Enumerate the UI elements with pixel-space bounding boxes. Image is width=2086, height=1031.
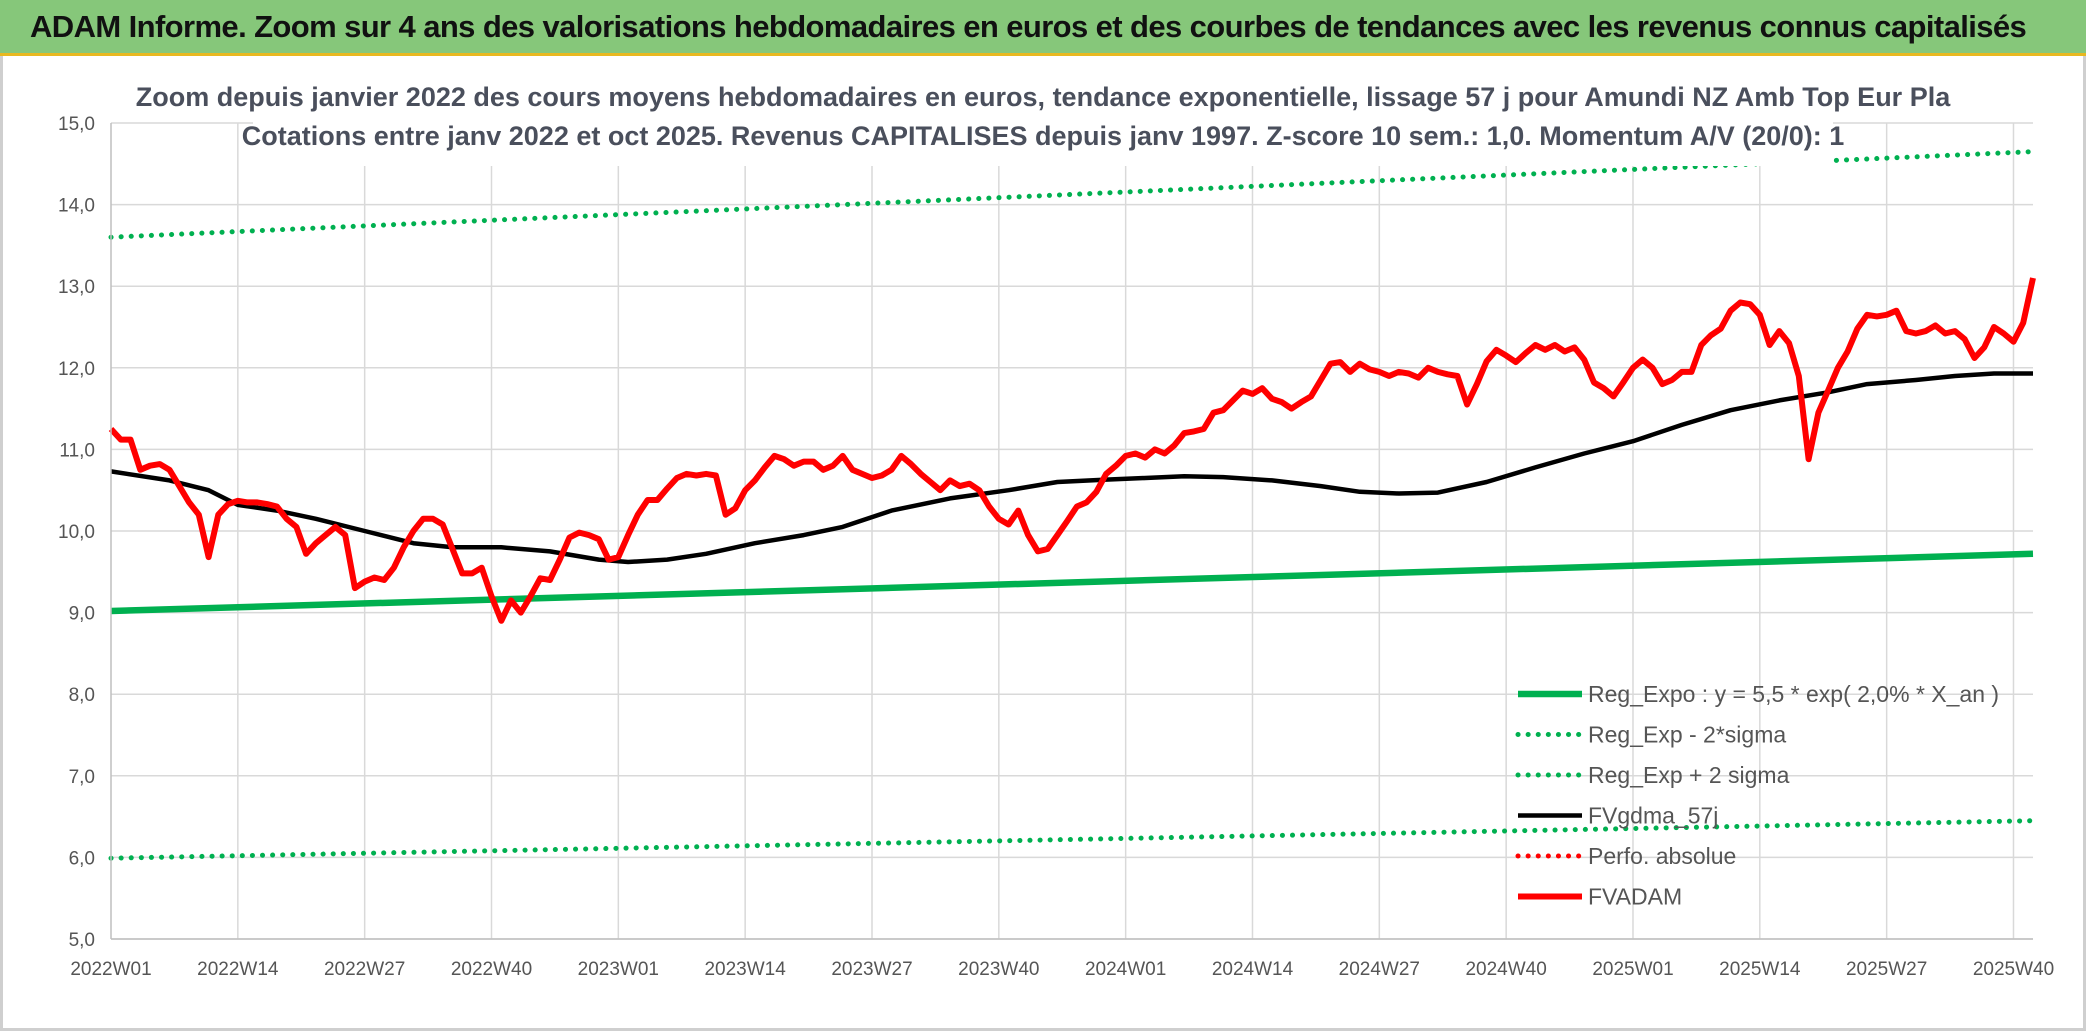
legend-label: FVADAM: [1588, 884, 1682, 910]
series-line-fvgdma-57j: [110, 371, 2033, 565]
y-tick-label: 9,0: [69, 604, 95, 625]
series-line-reg-exp-2-sigma: [108, 149, 2036, 240]
chart-title: Zoom depuis janvier 2022 des cours moyen…: [136, 82, 1951, 112]
x-tick-label: 2023W01: [578, 959, 659, 980]
series-line-reg-expo-y-5-5-exp-2-0-x-an: [110, 550, 2034, 615]
x-tick-label: 2024W14: [1212, 959, 1294, 980]
y-tick-label: 10,0: [58, 522, 95, 543]
x-tick-label: 2024W01: [1085, 959, 1166, 980]
chart-subtitle: Cotations entre janv 2022 et oct 2025. R…: [242, 121, 1845, 151]
x-tick-label: 2023W40: [958, 959, 1039, 980]
y-tick-label: 12,0: [58, 359, 95, 380]
x-tick-label: 2023W27: [831, 959, 912, 980]
legend-label: Reg_Exp - 2*sigma: [1588, 722, 1786, 748]
chart-frame: 5,0 6,0 7,0 8,0 9,0 10,0 11,0 12,0 13,0 14,0 15,0 2…: [0, 56, 2086, 1031]
axes: 5,0 6,0 7,0 8,0 9,0 10,0 11,0 12,0 13,0 14,0 15,0 2…: [58, 114, 2054, 980]
y-tick-label: 7,0: [69, 767, 95, 788]
x-tick-label: 2025W01: [1592, 959, 1673, 980]
series-line-fvadam: [108, 277, 2036, 624]
report-banner: ADAM Informe. Zoom sur 4 ans des valoris…: [0, 0, 2086, 56]
x-tick-label: 2025W40: [1973, 959, 2054, 980]
y-tick-label: 5,0: [69, 930, 95, 951]
y-tick-label: 8,0: [69, 685, 95, 706]
legend-label: Reg_Expo : y = 5,5 * exp( 2,0% * X_an ): [1588, 681, 1999, 707]
x-tick-label: 2024W27: [1339, 959, 1420, 980]
x-tick-label: 2023W14: [704, 959, 786, 980]
legend: Reg_Expo : y = 5,5 * exp( 2,0% * X_an ) R…: [1515, 681, 1999, 910]
x-tick-label: 2022W27: [324, 959, 405, 980]
line-chart: 5,0 6,0 7,0 8,0 9,0 10,0 11,0 12,0 13,0 14,0 15,0 2…: [58, 76, 2054, 980]
x-tick-label: 2025W14: [1719, 959, 1801, 980]
y-tick-label: 6,0: [69, 848, 95, 869]
series-line-reg-exp-2-sigma: [108, 818, 2036, 861]
report-title: ADAM Informe. Zoom sur 4 ans des valoris…: [30, 9, 2027, 44]
series-lines: [108, 149, 2036, 861]
y-tick-label: 15,0: [58, 114, 95, 135]
x-tick-label: 2025W27: [1846, 959, 1927, 980]
x-tick-label: 2024W40: [1465, 959, 1546, 980]
legend-label: FVgdma_57j: [1588, 803, 1718, 829]
x-tick-label: 2022W40: [451, 959, 532, 980]
x-tick-label: 2022W01: [70, 959, 151, 980]
legend-label: Perfo. absolue: [1588, 843, 1736, 869]
y-tick-label: 14,0: [58, 196, 95, 217]
x-tick-label: 2022W14: [197, 959, 279, 980]
title-background: [253, 76, 1833, 166]
y-tick-label: 13,0: [58, 277, 95, 298]
y-tick-label: 11,0: [59, 440, 95, 461]
legend-label: Reg_Exp + 2 sigma: [1588, 762, 1790, 788]
chart-titles: Zoom depuis janvier 2022 des cours moyen…: [136, 76, 1951, 166]
gridlines: [111, 122, 2033, 940]
